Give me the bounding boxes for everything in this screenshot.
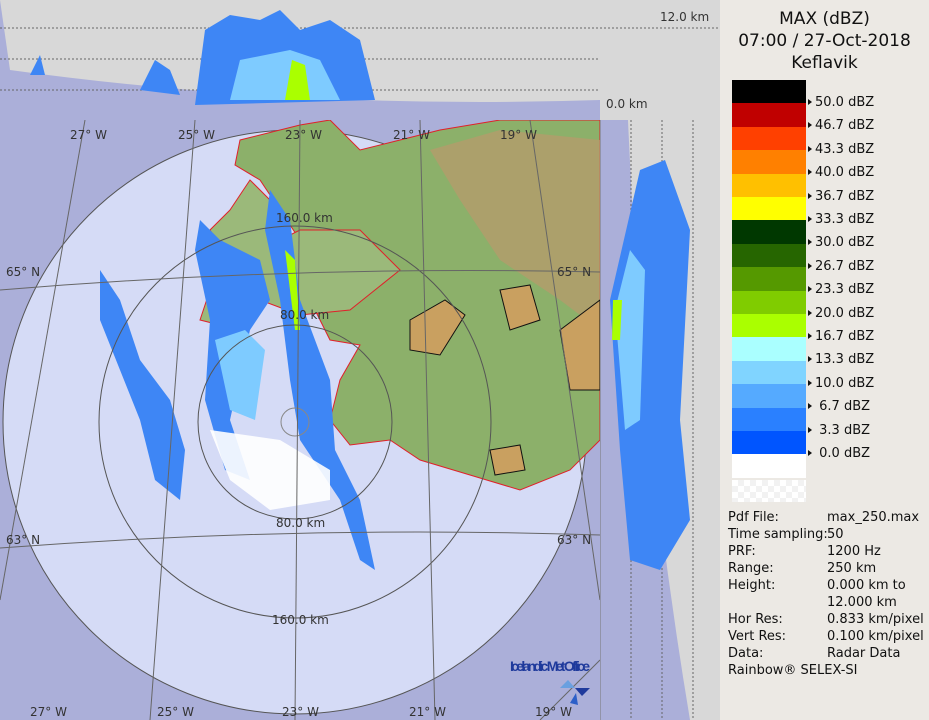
credit: Rainbow® SELEX-SI xyxy=(728,663,858,678)
lon-label: 19° W xyxy=(535,705,572,719)
logo-text: Icelandic Met Office xyxy=(510,658,590,674)
legend-label: 0.0 dBZ xyxy=(808,447,870,461)
datetime: 07:00 / 27-Oct-2018 xyxy=(738,31,911,51)
legend-label: 50.0 dBZ xyxy=(808,96,874,110)
lon-label: 21° W xyxy=(409,705,446,719)
legend-swatch xyxy=(732,220,806,245)
legend-swatch xyxy=(732,150,806,175)
legend-label: 16.7 dBZ xyxy=(808,330,874,344)
legend-swatch xyxy=(732,407,806,432)
legend-swatch xyxy=(732,360,806,385)
height-bottom-label: 0.0 km xyxy=(606,97,648,111)
info-key: Data: xyxy=(728,646,764,661)
info-sidebar: MAX (dBZ) 07:00 / 27-Oct-2018 Keflavik 5… xyxy=(720,0,929,720)
ring-label: 80.0 km xyxy=(280,308,329,322)
legend-swatch xyxy=(732,197,806,221)
lon-label: 23° W xyxy=(285,128,322,142)
lon-label: 27° W xyxy=(70,128,107,142)
info-value: Radar Data xyxy=(827,646,901,661)
lon-label: 21° W xyxy=(393,128,430,142)
lat-label: 65° N xyxy=(6,265,40,279)
legend-swatch xyxy=(732,431,806,455)
legend-label: 33.3 dBZ xyxy=(808,213,874,227)
legend-label: 23.3 dBZ xyxy=(808,283,874,297)
info-value: 1200 Hz xyxy=(827,544,881,559)
lat-label: 65° N xyxy=(557,265,591,279)
legend-label: 30.0 dBZ xyxy=(808,236,874,250)
right-cross-section xyxy=(599,120,720,720)
legend-label: 3.3 dBZ xyxy=(808,423,870,438)
info-value: 0.000 km to xyxy=(827,578,906,593)
legend-label: 46.7 dBZ xyxy=(808,119,874,133)
info-value: 50 xyxy=(827,527,844,542)
legend-label: 26.7 dBZ xyxy=(808,259,874,274)
info-value: max_250.max xyxy=(827,510,920,525)
info-key: PRF: xyxy=(728,544,756,559)
legend-label: 43.3 dBZ xyxy=(808,142,874,157)
info-value: 250 km xyxy=(827,561,877,576)
lon-label: 25° W xyxy=(157,705,194,719)
lon-label: 25° W xyxy=(178,128,215,142)
legend-swatch xyxy=(732,267,806,292)
top-cross-section: 12.0 km 0.0 km xyxy=(0,0,720,120)
info-key: Vert Res: xyxy=(728,629,787,644)
legend-swatch xyxy=(732,126,806,151)
legend-swatch xyxy=(732,173,806,198)
ring-label: 80.0 km xyxy=(276,516,325,530)
legend-swatch xyxy=(732,384,806,409)
info-key: Range: xyxy=(728,561,774,576)
info-key: Pdf File: xyxy=(728,510,779,525)
ring-label: 160.0 km xyxy=(272,613,329,627)
info-key: Time sampling: xyxy=(728,527,828,542)
legend-label: 36.7 dBZ xyxy=(808,189,874,204)
lat-label: 63° N xyxy=(6,533,40,547)
echo-band xyxy=(100,270,185,500)
height-top-label: 12.0 km xyxy=(660,10,709,24)
legend-label: 40.0 dBZ xyxy=(808,166,874,180)
legend-label: 6.7 dBZ xyxy=(808,400,870,414)
product-title: MAX (dBZ) xyxy=(779,9,870,29)
site-name: Keflavik xyxy=(791,53,858,73)
imo-logo: Icelandic Met Office xyxy=(510,658,590,705)
radar-map-panel: 12.0 km 0.0 km xyxy=(0,0,720,720)
lon-label: 19° W xyxy=(500,128,537,142)
lat-label: 63° N xyxy=(557,533,591,547)
legend-swatch xyxy=(732,454,806,479)
info-value: 0.833 km/pixel xyxy=(827,612,924,627)
legend-swatch xyxy=(732,290,806,315)
legend-nodata-swatch xyxy=(732,480,806,502)
plan-view-map: 27° W 25° W 23° W 21° W 19° W 27° W 25° … xyxy=(0,120,600,720)
legend-swatch xyxy=(732,314,806,338)
legend-label: 10.0 dBZ xyxy=(808,376,874,391)
legend-swatch xyxy=(732,243,806,268)
lon-label: 23° W xyxy=(282,705,319,719)
info-key: Height: xyxy=(728,578,776,593)
legend-swatch xyxy=(732,80,806,104)
legend-swatch xyxy=(732,103,806,128)
info-value: 12.000 km xyxy=(827,595,897,610)
info-value: 0.100 km/pixel xyxy=(827,629,924,644)
ring-label: 160.0 km xyxy=(276,211,333,225)
lon-label: 27° W xyxy=(30,705,67,719)
info-key: Hor Res: xyxy=(728,612,783,627)
legend-label: 13.3 dBZ xyxy=(808,353,874,367)
legend-swatch xyxy=(732,337,806,362)
legend-label: 20.0 dBZ xyxy=(808,306,874,321)
